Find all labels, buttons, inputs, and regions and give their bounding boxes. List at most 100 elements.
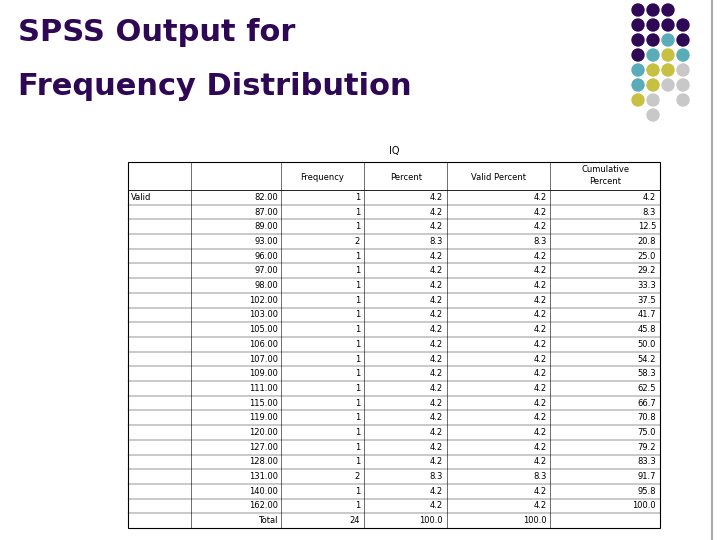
Circle shape bbox=[662, 49, 674, 61]
Text: 102.00: 102.00 bbox=[249, 296, 278, 305]
Text: 1: 1 bbox=[355, 369, 360, 378]
Circle shape bbox=[662, 4, 674, 16]
Text: 4.2: 4.2 bbox=[430, 193, 444, 202]
Text: 1: 1 bbox=[355, 384, 360, 393]
Text: Valid: Valid bbox=[131, 193, 151, 202]
Text: 91.7: 91.7 bbox=[637, 472, 656, 481]
Circle shape bbox=[677, 94, 689, 106]
Circle shape bbox=[647, 19, 659, 31]
Circle shape bbox=[677, 64, 689, 76]
Text: Valid Percent: Valid Percent bbox=[471, 173, 526, 182]
Text: 89.00: 89.00 bbox=[254, 222, 278, 231]
Circle shape bbox=[647, 94, 659, 106]
Circle shape bbox=[632, 79, 644, 91]
Circle shape bbox=[647, 109, 659, 121]
Text: 4.2: 4.2 bbox=[430, 325, 444, 334]
Circle shape bbox=[677, 19, 689, 31]
Text: 33.3: 33.3 bbox=[637, 281, 656, 290]
Text: 107.00: 107.00 bbox=[249, 354, 278, 363]
Text: 4.2: 4.2 bbox=[430, 207, 444, 217]
Text: 8.3: 8.3 bbox=[430, 472, 444, 481]
Text: 1: 1 bbox=[355, 443, 360, 451]
Text: 24: 24 bbox=[350, 516, 360, 525]
Circle shape bbox=[647, 49, 659, 61]
Text: 4.2: 4.2 bbox=[533, 457, 546, 467]
Text: 119.00: 119.00 bbox=[249, 413, 278, 422]
Text: 20.8: 20.8 bbox=[637, 237, 656, 246]
Text: 12.5: 12.5 bbox=[638, 222, 656, 231]
Circle shape bbox=[677, 79, 689, 91]
Text: 1: 1 bbox=[355, 266, 360, 275]
Circle shape bbox=[662, 64, 674, 76]
Circle shape bbox=[632, 49, 644, 61]
Text: 4.2: 4.2 bbox=[533, 369, 546, 378]
Text: 105.00: 105.00 bbox=[249, 325, 278, 334]
Text: 4.2: 4.2 bbox=[430, 310, 444, 320]
Text: Percent: Percent bbox=[390, 173, 422, 182]
Circle shape bbox=[632, 64, 644, 76]
Text: 82.00: 82.00 bbox=[254, 193, 278, 202]
Text: 100.0: 100.0 bbox=[420, 516, 444, 525]
Text: 4.2: 4.2 bbox=[533, 428, 546, 437]
Text: 162.00: 162.00 bbox=[249, 502, 278, 510]
Text: 87.00: 87.00 bbox=[254, 207, 278, 217]
Text: 1: 1 bbox=[355, 310, 360, 320]
Circle shape bbox=[632, 34, 644, 46]
Text: 1: 1 bbox=[355, 502, 360, 510]
Text: 1: 1 bbox=[355, 207, 360, 217]
Text: 4.2: 4.2 bbox=[533, 266, 546, 275]
Text: Total: Total bbox=[258, 516, 278, 525]
Text: 1: 1 bbox=[355, 457, 360, 467]
Text: 4.2: 4.2 bbox=[533, 340, 546, 349]
Text: 4.2: 4.2 bbox=[430, 266, 444, 275]
Text: 4.2: 4.2 bbox=[533, 354, 546, 363]
Text: 4.2: 4.2 bbox=[430, 369, 444, 378]
Text: Frequency: Frequency bbox=[300, 173, 344, 182]
Text: 1: 1 bbox=[355, 354, 360, 363]
Text: 4.2: 4.2 bbox=[533, 296, 546, 305]
Circle shape bbox=[647, 4, 659, 16]
Text: 41.7: 41.7 bbox=[637, 310, 656, 320]
Text: 100.0: 100.0 bbox=[632, 502, 656, 510]
Text: 1: 1 bbox=[355, 252, 360, 261]
Text: 8.3: 8.3 bbox=[643, 207, 656, 217]
Text: 4.2: 4.2 bbox=[533, 281, 546, 290]
Circle shape bbox=[662, 19, 674, 31]
Text: Frequency Distribution: Frequency Distribution bbox=[18, 72, 412, 101]
Text: Percent: Percent bbox=[589, 177, 621, 186]
Text: 1: 1 bbox=[355, 428, 360, 437]
Text: 79.2: 79.2 bbox=[637, 443, 656, 451]
Text: 4.2: 4.2 bbox=[430, 252, 444, 261]
Text: 4.2: 4.2 bbox=[533, 207, 546, 217]
Text: 8.3: 8.3 bbox=[533, 472, 546, 481]
Text: 120.00: 120.00 bbox=[249, 428, 278, 437]
Text: 1: 1 bbox=[355, 222, 360, 231]
Circle shape bbox=[647, 79, 659, 91]
Text: 95.8: 95.8 bbox=[637, 487, 656, 496]
Text: 106.00: 106.00 bbox=[249, 340, 278, 349]
Text: 4.2: 4.2 bbox=[430, 443, 444, 451]
Text: 4.2: 4.2 bbox=[533, 384, 546, 393]
Text: 8.3: 8.3 bbox=[430, 237, 444, 246]
Text: 97.00: 97.00 bbox=[254, 266, 278, 275]
Text: 109.00: 109.00 bbox=[249, 369, 278, 378]
Text: 1: 1 bbox=[355, 413, 360, 422]
Text: 1: 1 bbox=[355, 487, 360, 496]
Text: 96.00: 96.00 bbox=[254, 252, 278, 261]
Text: 140.00: 140.00 bbox=[249, 487, 278, 496]
Text: Cumulative: Cumulative bbox=[581, 165, 629, 174]
Circle shape bbox=[647, 64, 659, 76]
Text: 93.00: 93.00 bbox=[254, 237, 278, 246]
Text: 25.0: 25.0 bbox=[638, 252, 656, 261]
Text: 4.2: 4.2 bbox=[430, 281, 444, 290]
Text: 103.00: 103.00 bbox=[249, 310, 278, 320]
Text: 54.2: 54.2 bbox=[638, 354, 656, 363]
Text: 4.2: 4.2 bbox=[430, 222, 444, 231]
Text: 45.8: 45.8 bbox=[637, 325, 656, 334]
Text: 115.00: 115.00 bbox=[249, 399, 278, 408]
Circle shape bbox=[647, 34, 659, 46]
Circle shape bbox=[677, 34, 689, 46]
Text: 1: 1 bbox=[355, 296, 360, 305]
Circle shape bbox=[677, 49, 689, 61]
Text: 2: 2 bbox=[355, 237, 360, 246]
